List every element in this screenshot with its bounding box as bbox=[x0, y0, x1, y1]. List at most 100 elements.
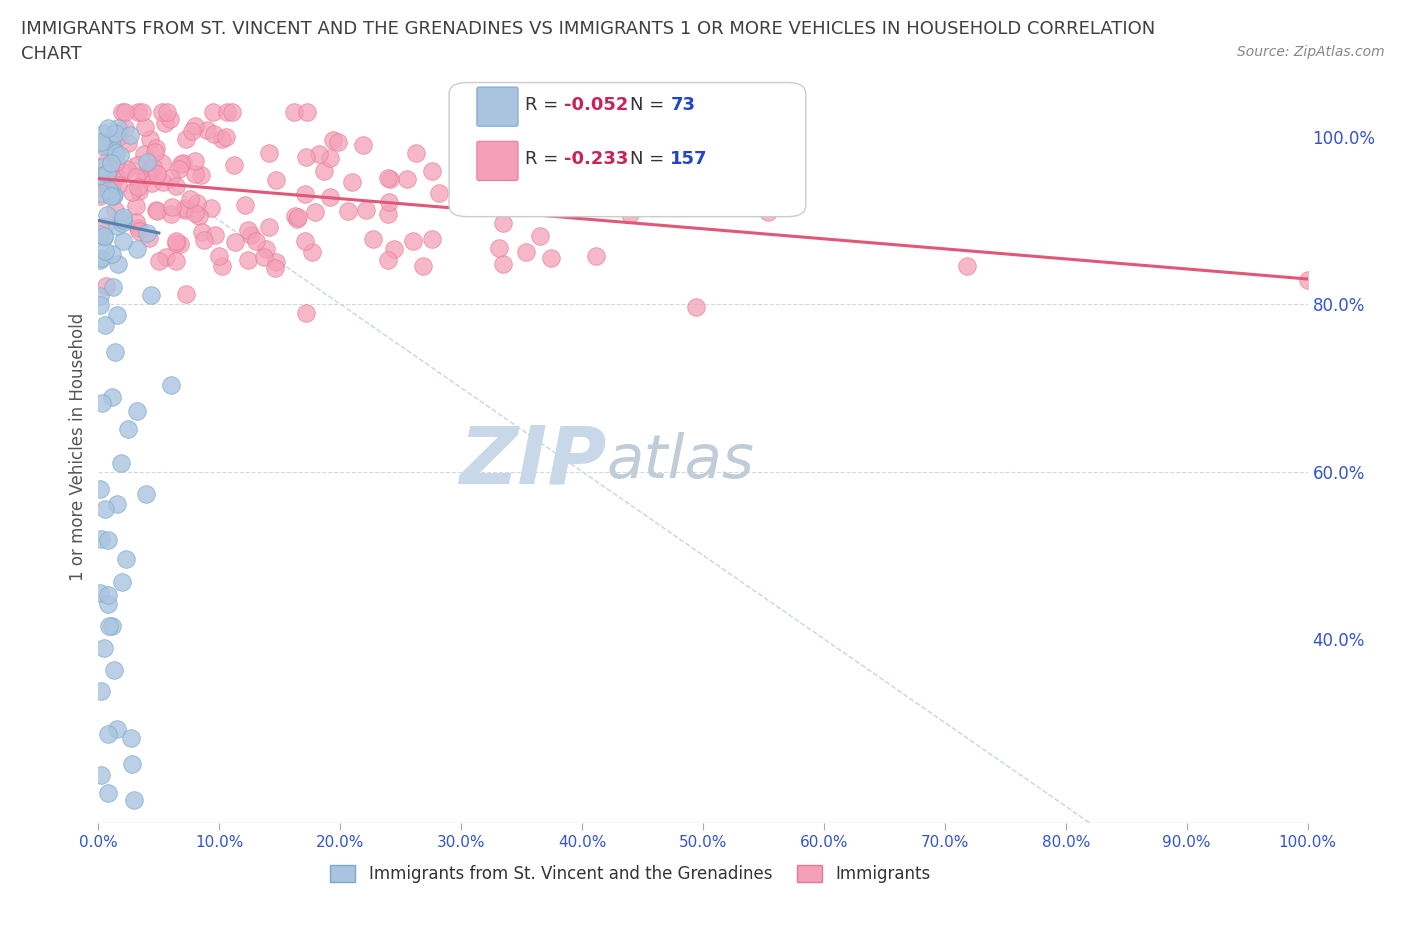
Point bbox=[111, 233, 134, 248]
Point bbox=[91, 139, 114, 153]
Point bbox=[97, 597, 120, 612]
Point bbox=[183, 118, 205, 133]
Point bbox=[138, 231, 160, 246]
Text: 157: 157 bbox=[671, 151, 707, 168]
Point bbox=[90, 684, 112, 698]
Point bbox=[319, 150, 342, 165]
Point bbox=[336, 204, 359, 219]
Point bbox=[420, 232, 443, 246]
Point bbox=[100, 135, 122, 150]
Point bbox=[139, 131, 162, 146]
Point bbox=[105, 219, 128, 233]
Point bbox=[97, 786, 120, 801]
Point bbox=[89, 252, 111, 267]
Point bbox=[107, 178, 129, 193]
Point bbox=[252, 249, 274, 264]
Point bbox=[245, 233, 267, 248]
Point bbox=[97, 588, 120, 603]
Point bbox=[492, 256, 515, 271]
Point bbox=[172, 156, 194, 171]
Point bbox=[202, 104, 225, 119]
Point bbox=[105, 497, 128, 512]
Point bbox=[170, 156, 193, 171]
Point bbox=[619, 207, 641, 222]
Point bbox=[548, 189, 571, 204]
Point bbox=[165, 235, 187, 250]
Point bbox=[257, 219, 280, 234]
Point bbox=[153, 116, 176, 131]
Point bbox=[104, 344, 127, 359]
Point bbox=[91, 395, 114, 410]
Point bbox=[145, 140, 167, 155]
Point bbox=[100, 189, 122, 204]
Point bbox=[190, 167, 212, 182]
Point bbox=[125, 214, 148, 229]
Point bbox=[98, 183, 121, 198]
Point bbox=[125, 242, 148, 257]
Point bbox=[90, 185, 112, 200]
Point bbox=[174, 132, 197, 147]
Point bbox=[179, 192, 201, 206]
Point bbox=[402, 233, 425, 248]
Point bbox=[160, 206, 183, 221]
Point bbox=[285, 212, 308, 227]
Point bbox=[94, 317, 117, 332]
Point bbox=[1296, 272, 1319, 287]
Point bbox=[93, 229, 115, 244]
Point bbox=[184, 154, 207, 169]
Point bbox=[134, 119, 156, 134]
Point bbox=[236, 222, 259, 237]
Point bbox=[211, 259, 233, 273]
Point bbox=[135, 154, 157, 169]
Point bbox=[308, 147, 330, 162]
Point bbox=[956, 259, 979, 273]
Point bbox=[238, 253, 260, 268]
Point bbox=[193, 232, 215, 247]
Point bbox=[111, 216, 134, 231]
Text: 73: 73 bbox=[671, 96, 696, 114]
Point bbox=[148, 253, 170, 268]
Point bbox=[128, 183, 150, 198]
Point bbox=[160, 170, 183, 185]
FancyBboxPatch shape bbox=[477, 141, 517, 180]
Point bbox=[169, 236, 191, 251]
Point bbox=[295, 305, 318, 320]
Point bbox=[259, 145, 281, 160]
Point bbox=[488, 241, 510, 256]
Text: R =: R = bbox=[526, 151, 558, 168]
Point bbox=[125, 169, 148, 184]
Point bbox=[89, 170, 111, 185]
Point bbox=[90, 159, 112, 174]
Point bbox=[184, 206, 207, 220]
Point bbox=[94, 182, 117, 197]
Point bbox=[94, 278, 117, 293]
Point bbox=[89, 586, 111, 601]
Point bbox=[492, 216, 515, 231]
Point bbox=[540, 250, 562, 265]
Point bbox=[94, 155, 117, 170]
Point bbox=[110, 104, 132, 119]
Point bbox=[184, 166, 207, 181]
Point bbox=[326, 134, 349, 149]
Legend: Immigrants from St. Vincent and the Grenadines, Immigrants: Immigrants from St. Vincent and the Gren… bbox=[323, 858, 938, 890]
Point bbox=[89, 189, 111, 204]
Point bbox=[94, 244, 117, 259]
Point bbox=[412, 259, 434, 273]
Point bbox=[100, 155, 122, 170]
Point bbox=[191, 224, 214, 239]
Point bbox=[132, 170, 155, 185]
Point bbox=[155, 250, 177, 265]
Point bbox=[104, 154, 127, 169]
Point bbox=[103, 144, 125, 159]
Point bbox=[186, 195, 208, 210]
Point bbox=[127, 104, 149, 119]
Point bbox=[105, 307, 128, 322]
Point bbox=[284, 209, 307, 224]
Point bbox=[97, 727, 120, 742]
Point bbox=[224, 234, 246, 249]
Point bbox=[97, 121, 120, 136]
Point bbox=[264, 255, 287, 270]
Point bbox=[215, 104, 238, 119]
Point bbox=[104, 203, 127, 218]
Point bbox=[103, 187, 125, 202]
